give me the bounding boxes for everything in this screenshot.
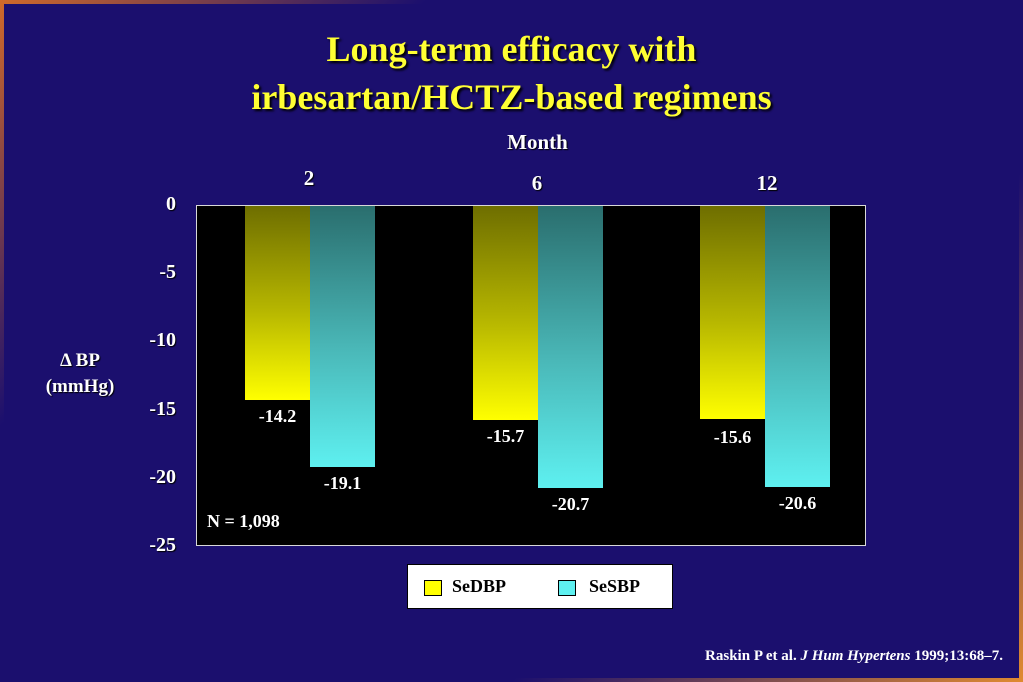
y-tick-label: -10 (149, 329, 176, 352)
data-label: -20.7 (551, 494, 590, 515)
sample-size-annotation: N = 1,098 (207, 511, 280, 531)
x-axis-label: Month (507, 130, 568, 154)
citation-details: 1999;13:68–7. (914, 648, 1003, 664)
citation-authors: Raskin P et al. (705, 648, 797, 664)
x-tick-label: 6 (531, 171, 543, 195)
x-tick-label: 12 (756, 171, 778, 195)
data-label: -20.6 (778, 492, 817, 513)
y-axis-label-line1: Δ BP (60, 350, 100, 371)
citation: Raskin P et al. J Hum Hypertens 1999;13:… (705, 648, 1003, 665)
y-tick-label: -20 (149, 465, 176, 488)
y-tick-label: -15 (149, 397, 176, 420)
y-tick-label: -5 (159, 261, 176, 284)
x-tick-label: 2 (303, 166, 315, 190)
bar-sedbp (700, 206, 765, 419)
legend: SeDBP SeSBP (407, 564, 673, 609)
legend-swatch-sesbp (558, 580, 576, 596)
y-axis-label-line2: (mmHg) (45, 376, 115, 397)
legend-label-sesbp: SeSBP (589, 576, 641, 596)
legend-label-sedbp: SeDBP (452, 576, 506, 596)
bar-sesbp (310, 206, 375, 467)
chart-title-line2: irbesartan/HCTZ-based regimens (251, 77, 772, 117)
y-tick-label: 0 (166, 193, 176, 215)
citation-journal: J Hum Hypertens (800, 648, 911, 664)
data-label: -14.2 (258, 405, 297, 426)
y-tick-label: -25 (149, 534, 176, 556)
bar-sesbp (765, 206, 830, 487)
bar-sedbp (245, 206, 310, 400)
y-axis-label: Δ BP (mmHg) (20, 348, 140, 400)
plot-area: N = 1,098 -14.2 -15.7 -15.6 -19.1 -20.7 -20.6 (196, 205, 866, 546)
data-label: -19.1 (323, 472, 362, 493)
data-label: -15.7 (486, 426, 525, 447)
data-label: -15.6 (713, 426, 752, 447)
bar-sedbp (473, 206, 538, 421)
bar-sesbp (538, 206, 603, 489)
chart-title-line1: Long-term efficacy with (326, 29, 697, 69)
legend-swatch-sedbp (424, 580, 442, 596)
